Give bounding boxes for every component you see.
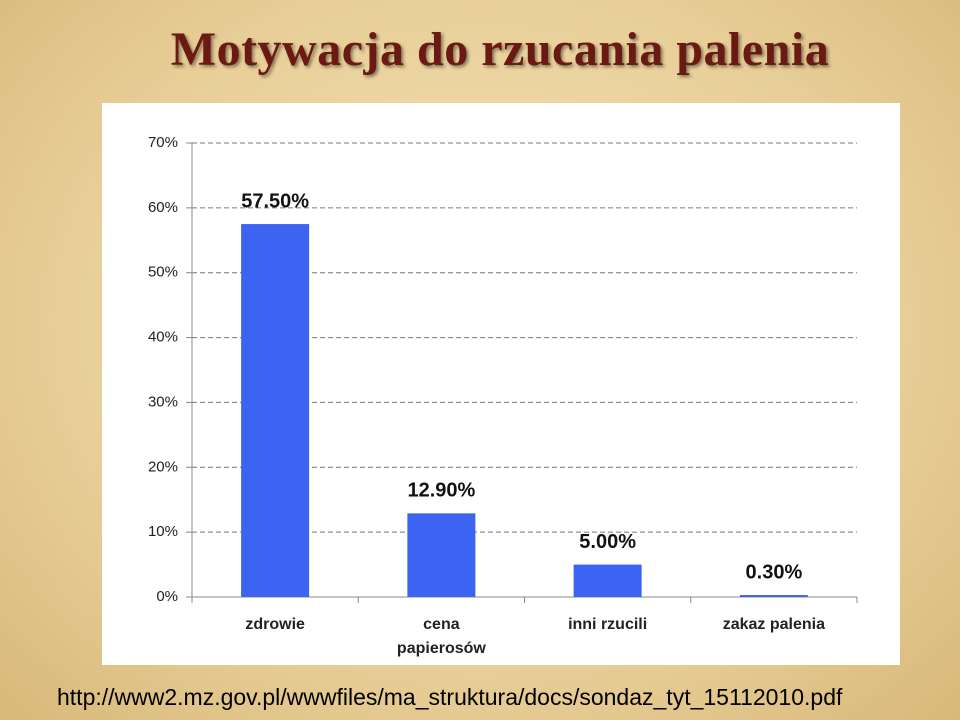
slide-title: Motywacja do rzucania palenia (170, 23, 830, 76)
y-tick-label: 70% (148, 134, 178, 151)
y-tick-label: 40% (148, 329, 178, 346)
source-url: http://www2.mz.gov.pl/wwwfiles/ma_strukt… (57, 684, 843, 710)
y-tick-label: 30% (148, 393, 178, 410)
bar (407, 513, 476, 597)
y-tick-label: 0% (156, 588, 178, 605)
bar (241, 224, 310, 598)
y-tick-label: 50% (148, 264, 178, 281)
data-label: 5.00% (579, 531, 636, 553)
bar (739, 595, 808, 597)
y-tick-label: 20% (148, 458, 178, 475)
data-label: 0.30% (746, 561, 803, 583)
x-tick-label: zdrowie (245, 616, 305, 633)
x-tick-label: inni rzucili (568, 616, 648, 633)
bar (573, 564, 642, 597)
y-tick-label: 60% (148, 199, 178, 216)
chart-panel (102, 103, 900, 665)
data-label: 12.90% (407, 480, 475, 502)
y-tick-label: 10% (148, 523, 178, 540)
x-tick-label: cena papierosów (396, 616, 486, 657)
x-tick-label: zakaz palenia (722, 616, 826, 633)
data-label: 57.50% (241, 190, 309, 212)
